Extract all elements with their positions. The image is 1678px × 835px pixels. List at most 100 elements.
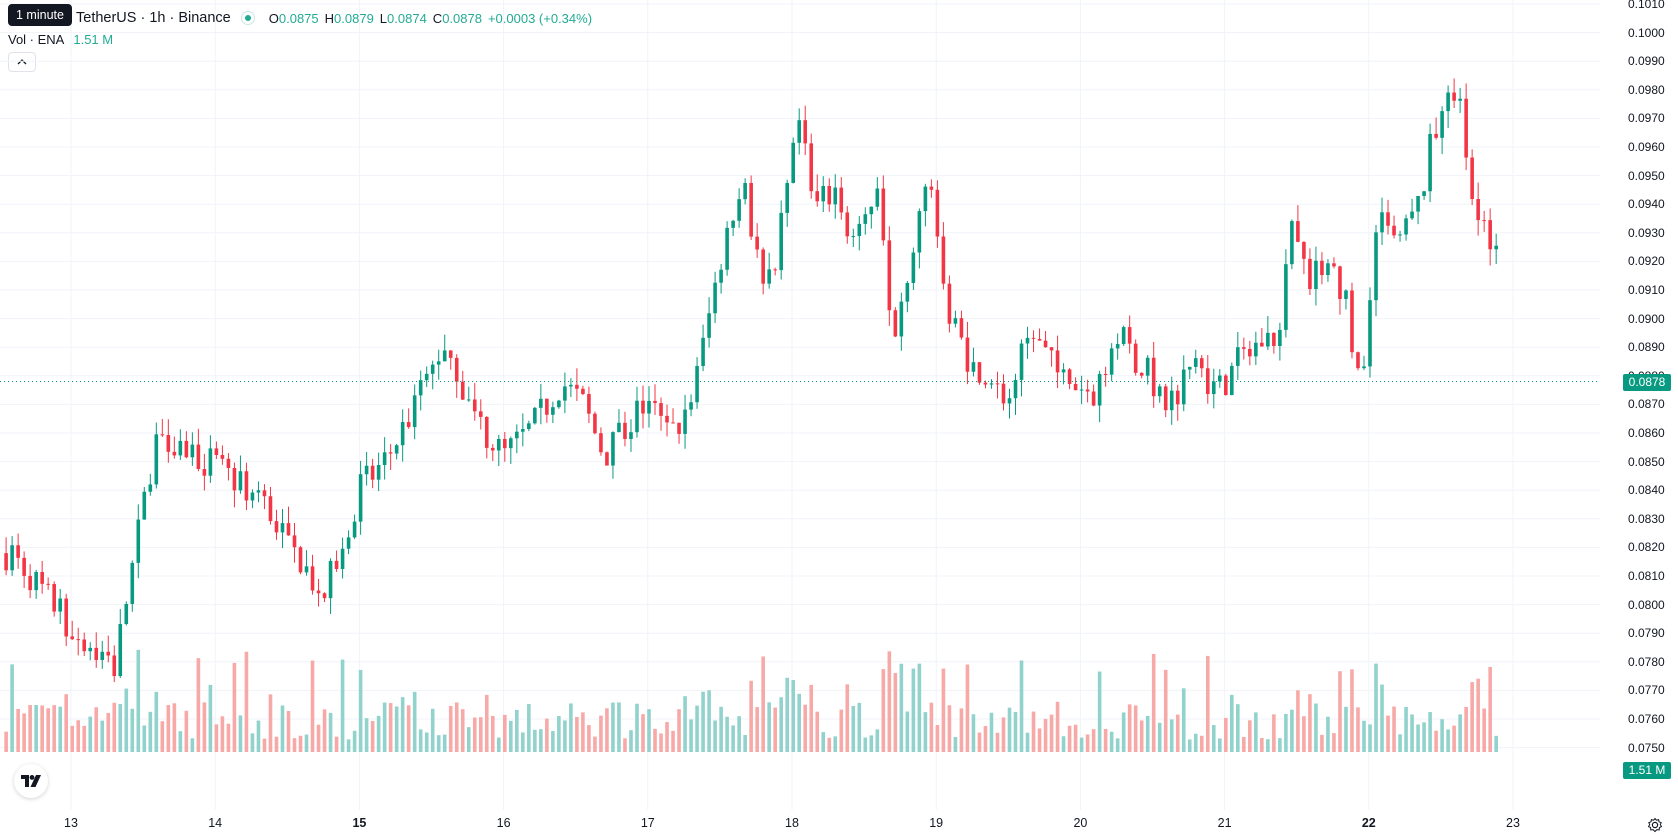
volume-bar — [1037, 728, 1042, 752]
volume-bar — [875, 729, 880, 752]
volume-bar — [725, 716, 729, 752]
candle-body — [1374, 232, 1378, 301]
volume-bar — [989, 712, 994, 752]
candle-body — [1350, 290, 1354, 353]
candle-body — [478, 411, 483, 417]
volume-bar — [1199, 735, 1204, 752]
candle-body — [1013, 379, 1018, 399]
volume-bar — [124, 688, 129, 752]
candle-body — [1272, 332, 1276, 346]
volume-bar — [274, 736, 279, 752]
candle-body — [827, 185, 832, 205]
time-tick-label: 14 — [208, 816, 223, 830]
volume-bar — [863, 737, 868, 752]
candle-body — [881, 188, 886, 241]
candle-body — [118, 624, 123, 677]
volume-bar — [1211, 725, 1216, 752]
volume-bar — [1416, 724, 1420, 752]
candle-body — [1007, 398, 1012, 404]
candle-body — [238, 471, 243, 491]
volume-bar — [190, 738, 195, 752]
volume-bar — [641, 714, 645, 752]
volume-bar — [1181, 688, 1186, 752]
volume-bar — [376, 715, 381, 752]
volume-bar — [971, 714, 976, 752]
volume-bar — [1368, 724, 1372, 752]
candle-body — [1452, 92, 1456, 101]
candle-body — [1061, 369, 1066, 373]
candle-body — [575, 384, 579, 389]
volume-bar — [1127, 704, 1132, 752]
volume-bar — [118, 704, 123, 752]
collapse-legend-button[interactable] — [8, 52, 36, 72]
candle-body — [232, 467, 237, 491]
volume-bar — [749, 680, 753, 752]
candle-body — [196, 444, 201, 470]
candle-body — [1025, 337, 1030, 344]
volume-bar — [647, 709, 651, 752]
volume-bar — [1157, 722, 1162, 752]
candle-body — [551, 407, 555, 415]
candle-body — [869, 206, 874, 215]
candle-body — [220, 454, 225, 459]
symbol-title[interactable]: TetherUS · 1h · Binance — [76, 10, 231, 26]
volume-bar — [478, 717, 483, 752]
candle-body — [376, 465, 381, 480]
volume-bar — [1266, 739, 1270, 752]
volume-bar — [94, 707, 99, 752]
candle-body — [88, 647, 93, 652]
volume-bar — [1260, 738, 1264, 752]
candle-body — [1121, 327, 1126, 345]
volume-bar — [382, 702, 387, 752]
candle-body — [370, 465, 375, 480]
volume-bar — [262, 738, 267, 752]
volume-bar — [220, 716, 225, 752]
volume-bar — [232, 662, 237, 752]
candle-body — [1494, 245, 1498, 250]
volume-bar — [509, 720, 513, 752]
candle-body — [1115, 344, 1120, 349]
candle-body — [358, 474, 363, 522]
candle-body — [100, 651, 105, 660]
price-tick-label: 0.0840 — [1628, 483, 1665, 498]
candle-body — [701, 337, 705, 366]
candle-body — [46, 583, 50, 585]
volume-bar — [172, 703, 177, 752]
candle-body — [472, 399, 477, 412]
volume-bar — [707, 690, 711, 752]
volume-bar — [1296, 690, 1300, 752]
tradingview-logo-icon[interactable] — [14, 764, 48, 798]
volume-bar — [1320, 734, 1324, 752]
candle-body — [1470, 157, 1474, 200]
volume-bar — [1055, 701, 1060, 752]
candle-body — [515, 431, 519, 439]
volume-bar — [448, 705, 453, 752]
volume-bar — [1344, 706, 1348, 752]
candle-body — [1205, 368, 1210, 395]
volume-bar — [1458, 714, 1462, 752]
volume-bar — [815, 711, 820, 752]
volume-bar — [539, 729, 543, 752]
volume-legend[interactable]: Vol · ENA 1.51 M — [8, 32, 113, 47]
candle-body — [1422, 191, 1426, 196]
volume-bar — [490, 715, 495, 752]
candle-body — [226, 458, 231, 468]
volume-bar — [202, 702, 207, 752]
gear-icon[interactable] — [1645, 815, 1665, 835]
ohlc-close-key: C — [432, 10, 443, 26]
market-status-icon[interactable] — [240, 11, 255, 25]
volume-bar — [70, 725, 75, 752]
volume-bar — [809, 684, 814, 752]
candle-body — [749, 182, 753, 237]
volume-bar — [941, 668, 946, 752]
candle-body — [893, 310, 898, 337]
volume-bar — [653, 728, 657, 752]
candle-body — [244, 471, 249, 501]
volume-bar — [797, 693, 802, 752]
ohlc-high-value: 0.0879 — [334, 10, 374, 26]
volume-bar — [436, 735, 441, 752]
candle-body — [1308, 258, 1312, 290]
candle-body — [719, 269, 723, 283]
price-tick-label: 0.0750 — [1628, 740, 1665, 755]
